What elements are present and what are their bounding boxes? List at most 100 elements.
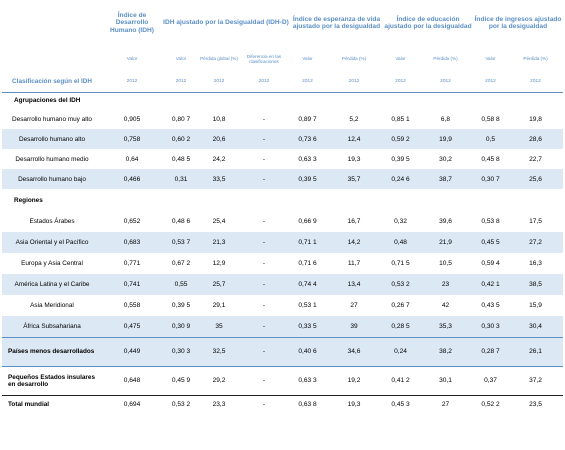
cell-d: - <box>238 365 290 395</box>
cell-lv: 0,33 5 <box>290 316 325 337</box>
cell-lv: 0,40 6 <box>290 336 325 366</box>
cell-lv: 0,73 6 <box>290 129 325 149</box>
cell-d: - <box>238 169 290 189</box>
sub-diferencia: Diferencia en las clasificaciones <box>246 53 282 64</box>
row-name: Total mundial <box>2 394 102 414</box>
cell-pg: 32,5 <box>200 336 238 366</box>
cell-ev: 0,32 <box>394 218 407 225</box>
header-idh: Índice de Desarrollo Humano (IDH) <box>110 12 154 34</box>
row-name: Asia Meridional <box>30 302 74 309</box>
cell-idh: 0,771 <box>123 260 141 267</box>
cell-pg: 25,7 <box>200 274 238 295</box>
cell-lv: 0,63 3 <box>290 365 325 395</box>
cell-ip: 37,2 <box>508 365 564 395</box>
row-name: Pequeños Estados insulares en desarrollo <box>2 365 102 395</box>
cell-idh: 0,449 <box>102 336 162 366</box>
cell-v: 0,48 5 <box>171 155 191 163</box>
cell-d: - <box>262 218 266 225</box>
cell-v: 0,30 3 <box>162 336 200 366</box>
year-label: 2012 <box>162 72 200 93</box>
cell-lp: 34,6 <box>325 336 384 366</box>
cell-idh: 0,64 <box>125 155 139 163</box>
cell-ev: 0,41 2 <box>383 365 419 395</box>
cell-pg: 25,4 <box>212 218 226 225</box>
cell-ip: 25,6 <box>508 169 564 189</box>
cell-ep: 19,9 <box>418 129 474 149</box>
year-label: 2012 <box>508 72 564 93</box>
cell-idh: 0,652 <box>123 218 141 225</box>
sub-valor: Valor <box>302 56 313 62</box>
sub-valor: Valor <box>395 56 406 62</box>
cell-lp: 12,4 <box>325 129 384 149</box>
row-name: Estados Árabes <box>29 218 75 225</box>
cell-lp: 27 <box>350 302 358 309</box>
cell-ev: 0,59 2 <box>383 129 419 149</box>
row-name: África Subsahariana <box>2 316 102 337</box>
cell-lp: 39 <box>325 316 384 337</box>
sub-perdida: Pérdida (%) <box>341 56 367 62</box>
row-name: Asia Oriental y el Pacífico <box>2 232 102 253</box>
cell-idh: 0,741 <box>102 274 162 295</box>
cell-idh: 0,683 <box>102 232 162 253</box>
cell-idh: 0,475 <box>102 316 162 337</box>
sub-perdida: Pérdida (%) <box>433 56 458 62</box>
cell-ip: 22,7 <box>529 155 542 163</box>
cell-pg: 12,9 <box>212 260 226 267</box>
cell-v: 0,67 2 <box>171 260 191 267</box>
cell-lp: 19,3 <box>325 394 384 414</box>
cell-ep: 6,8 <box>440 115 451 123</box>
cell-lv: 0,63 8 <box>290 394 325 414</box>
table-row: Estados Árabes 0,652 0,48 6 25,4 - 0,66 9 16,7… <box>2 211 563 232</box>
cell-iv: 0,45 8 <box>481 155 500 163</box>
section-title: Agrupaciones del IDH <box>14 97 81 105</box>
cell-v: 0,55 <box>162 274 200 295</box>
cell-ep: 23 <box>418 274 474 295</box>
header-row: Índice de Desarrollo Humano (IDH) IDH aj… <box>2 0 563 46</box>
cell-lv: 0,39 5 <box>290 169 325 189</box>
cell-ip: 27,2 <box>508 232 564 253</box>
year-label: 2012 <box>418 72 474 93</box>
cell-ip: 16,3 <box>529 260 542 267</box>
cell-ep: 38,7 <box>418 169 474 189</box>
cell-lv: 0,71 1 <box>290 232 325 253</box>
cell-iv: 0,5 <box>473 129 509 149</box>
cell-lp: 19,3 <box>347 155 361 163</box>
cell-iv: 0,58 8 <box>481 115 500 123</box>
table-row: Desarrollo humano medio 0,64 0,48 5 24,2 - 0,… <box>2 149 563 169</box>
cell-ip: 19,8 <box>529 115 542 123</box>
cell-idh: 0,466 <box>102 169 162 189</box>
cell-lv: 0,89 7 <box>298 115 317 123</box>
cell-lv: 0,63 3 <box>298 155 317 163</box>
cell-v: 0,39 5 <box>171 302 191 309</box>
cell-lp: 35,7 <box>325 169 384 189</box>
year-label: 2012 <box>473 72 509 93</box>
cell-iv: 0,45 5 <box>473 232 509 253</box>
cell-ev: 0,24 6 <box>383 169 419 189</box>
cell-lp: 16,7 <box>347 218 361 225</box>
header-income: Índice de ingresos ajustado por la desig… <box>474 15 562 30</box>
cell-pg: 33,5 <box>200 169 238 189</box>
hdi-table: Índice de Desarrollo Humano (IDH) IDH aj… <box>2 0 564 414</box>
cell-v: 0,31 <box>162 169 200 189</box>
year-row: Clasificación según el IDH 2012 2012 201… <box>2 72 564 93</box>
cell-iv: 0,59 4 <box>481 260 500 267</box>
cell-pg: 29,2 <box>200 365 238 395</box>
header-idhd: IDH ajustado por la Desigualdad (IDH-D) <box>163 19 289 27</box>
cell-ep: 27 <box>418 394 474 414</box>
cell-v: 0,45 9 <box>162 365 200 395</box>
cell-pg: 21,3 <box>200 232 238 253</box>
cell-ev: 0,71 5 <box>391 260 410 267</box>
row-name: Desarrollo humano muy alto <box>12 115 92 123</box>
cell-pg: 24,2 <box>212 155 226 163</box>
year-label: 2012 <box>102 72 162 93</box>
cell-ip: 17,5 <box>529 218 542 225</box>
cell-ip: 38,5 <box>508 274 564 295</box>
cell-d: - <box>262 260 266 267</box>
cell-ev: 0,45 3 <box>383 394 419 414</box>
sub-valor: Valor <box>485 56 496 62</box>
cell-lp: 19,2 <box>325 365 384 395</box>
cell-ip: 26,1 <box>508 336 564 366</box>
header-life: Índice de esperanza de vida ajustado por… <box>292 15 381 30</box>
